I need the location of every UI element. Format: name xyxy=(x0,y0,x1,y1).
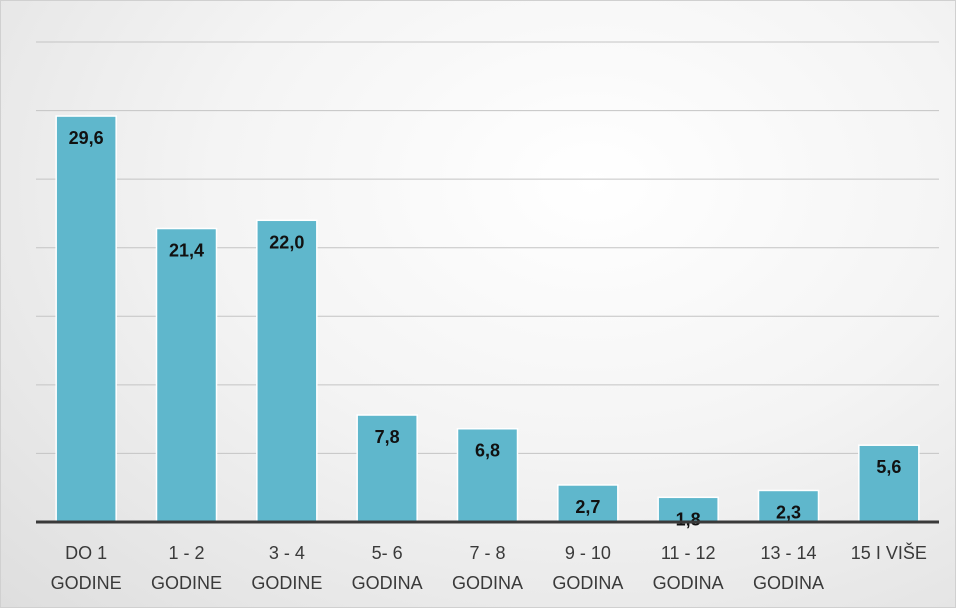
x-tick-label: GODINA xyxy=(352,573,423,593)
x-tick-label: 3 - 4 xyxy=(269,543,305,563)
x-tick-label: DO 1 xyxy=(65,543,107,563)
x-tick-label: GODINE xyxy=(251,573,322,593)
data-label: 2,7 xyxy=(575,497,600,517)
x-tick-label: 7 - 8 xyxy=(469,543,505,563)
x-tick-label: 15 I VIŠE xyxy=(851,542,927,563)
x-tick-label: 11 - 12 xyxy=(661,543,716,563)
data-label: 5,6 xyxy=(876,457,901,477)
x-tick-label: GODINA xyxy=(653,573,724,593)
x-tick-label: GODINE xyxy=(151,573,222,593)
data-label: 7,8 xyxy=(375,427,400,447)
data-label: 21,4 xyxy=(169,241,204,261)
bar xyxy=(456,427,519,523)
bar xyxy=(55,115,117,523)
bar xyxy=(858,444,920,523)
x-tick-label: 9 - 10 xyxy=(565,543,611,563)
x-tick-label: 1 - 2 xyxy=(168,543,204,563)
bar xyxy=(256,219,318,523)
data-label: 29,6 xyxy=(69,128,104,148)
x-axis-tick-labels: DO 1 GODINE 1 - 2 GODINE 3 - 4 GODINE 5- 6 GODI… xyxy=(51,542,927,593)
bar xyxy=(155,227,218,523)
x-tick-label: GODINA xyxy=(552,573,623,593)
data-labels: 29,6 21,4 22,0 7,8 6,8 2,7 1,8 2,3 5,6 xyxy=(69,128,902,529)
x-tick-label: 13 - 14 xyxy=(760,543,816,563)
data-label: 6,8 xyxy=(475,441,500,461)
x-tick-label: GODINA xyxy=(753,573,824,593)
x-tick-label: 5- 6 xyxy=(372,543,403,563)
x-tick-label: GODINE xyxy=(51,573,122,593)
x-tick-label: GODINA xyxy=(452,573,523,593)
bar xyxy=(557,484,619,523)
bar xyxy=(757,489,820,523)
data-label: 2,3 xyxy=(776,502,801,522)
data-label: 1,8 xyxy=(676,509,701,529)
data-label: 22,0 xyxy=(269,232,304,252)
bars xyxy=(55,115,920,523)
